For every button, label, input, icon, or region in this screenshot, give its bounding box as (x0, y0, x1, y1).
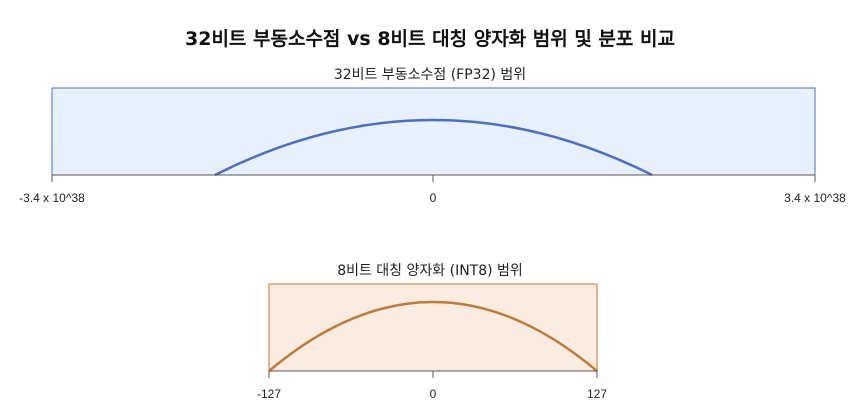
int8-distribution-curve (268, 300, 598, 372)
diagram-title: 32비트 부동소수점 vs 8비트 대칭 양자화 범위 및 분포 비교 (185, 28, 675, 50)
fp32-tick-label-max: 3.4 x 10^38 (784, 191, 846, 205)
fp32-tick-label-min: -3.4 x 10^38 (19, 191, 85, 205)
int8-subtitle: 8비트 대칭 양자화 (INT8) 범위 (337, 263, 523, 279)
fp32-tick-label-zero: 0 (430, 191, 437, 205)
int8-tick-label-min: -127 (257, 387, 281, 401)
int8-tick-label-max: 127 (587, 387, 607, 401)
fp32-range-box (51, 87, 816, 176)
int8-tick-label-zero: 0 (430, 387, 437, 401)
fp32-subtitle: 32비트 부동소수점 (FP32) 범위 (333, 67, 527, 83)
int8-range-box (268, 283, 598, 372)
fp32-distribution-curve (214, 118, 653, 177)
